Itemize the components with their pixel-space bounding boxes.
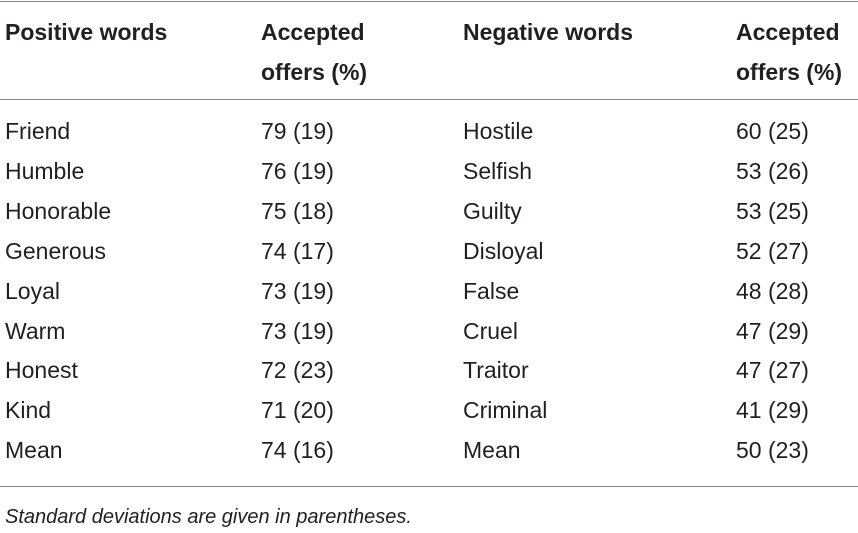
negative-accepted-cell: 60 (25) (736, 118, 809, 144)
header-accepted-offers-1-line1: Accepted (261, 19, 365, 45)
negative-word-cell: Hostile (463, 118, 534, 144)
header-rule (0, 99, 858, 100)
positive-accepted-cell: 72 (23) (261, 357, 334, 383)
negative-word-cell: Traitor (463, 357, 529, 383)
negative-accepted-cell: 53 (25) (736, 198, 809, 224)
header-accepted-offers-1-line2: offers (%) (261, 59, 368, 85)
positive-accepted-cell: 79 (19) (261, 118, 334, 144)
header-accepted-offers-2-line2: offers (%) (736, 59, 843, 85)
positive-word-cell: Mean (5, 437, 63, 463)
positive-accepted-cell: 76 (19) (261, 158, 334, 184)
negative-word-cell: Mean (463, 437, 521, 463)
header-positive-words: Positive words (5, 19, 168, 45)
positive-word-cell: Generous (5, 238, 107, 264)
negative-accepted-cell: 47 (27) (736, 357, 809, 383)
header-accepted-offers-2-line1: Accepted (736, 19, 840, 45)
positive-accepted-cell: 73 (19) (261, 278, 334, 304)
negative-word-cell: Criminal (463, 397, 548, 423)
positive-accepted-cell: 73 (19) (261, 318, 334, 344)
positive-word-cell: Warm (5, 318, 66, 344)
positive-word-cell: Humble (5, 158, 85, 184)
positive-word-cell: Honorable (5, 198, 112, 224)
negative-accepted-cell: 52 (27) (736, 238, 809, 264)
bottom-rule (0, 486, 858, 487)
negative-word-cell: Selfish (463, 158, 533, 184)
positive-word-cell: Loyal (5, 278, 60, 304)
positive-accepted-cell: 74 (17) (261, 238, 334, 264)
negative-word-cell: Disloyal (463, 238, 544, 264)
table-footnote: Standard deviations are given in parenth… (5, 506, 412, 528)
header-negative-words: Negative words (463, 19, 633, 45)
negative-word-cell: Guilty (463, 198, 522, 224)
negative-word-cell: Cruel (463, 318, 518, 344)
negative-accepted-cell: 48 (28) (736, 278, 809, 304)
positive-word-cell: Kind (5, 397, 52, 423)
positive-accepted-cell: 74 (16) (261, 437, 334, 463)
negative-word-cell: False (463, 278, 520, 304)
positive-accepted-cell: 71 (20) (261, 397, 334, 423)
positive-word-cell: Honest (5, 357, 78, 383)
top-rule (0, 1, 858, 2)
negative-accepted-cell: 53 (26) (736, 158, 809, 184)
negative-accepted-cell: 41 (29) (736, 397, 809, 423)
negative-accepted-cell: 50 (23) (736, 437, 809, 463)
negative-accepted-cell: 47 (29) (736, 318, 809, 344)
positive-accepted-cell: 75 (18) (261, 198, 334, 224)
positive-word-cell: Friend (5, 118, 71, 144)
